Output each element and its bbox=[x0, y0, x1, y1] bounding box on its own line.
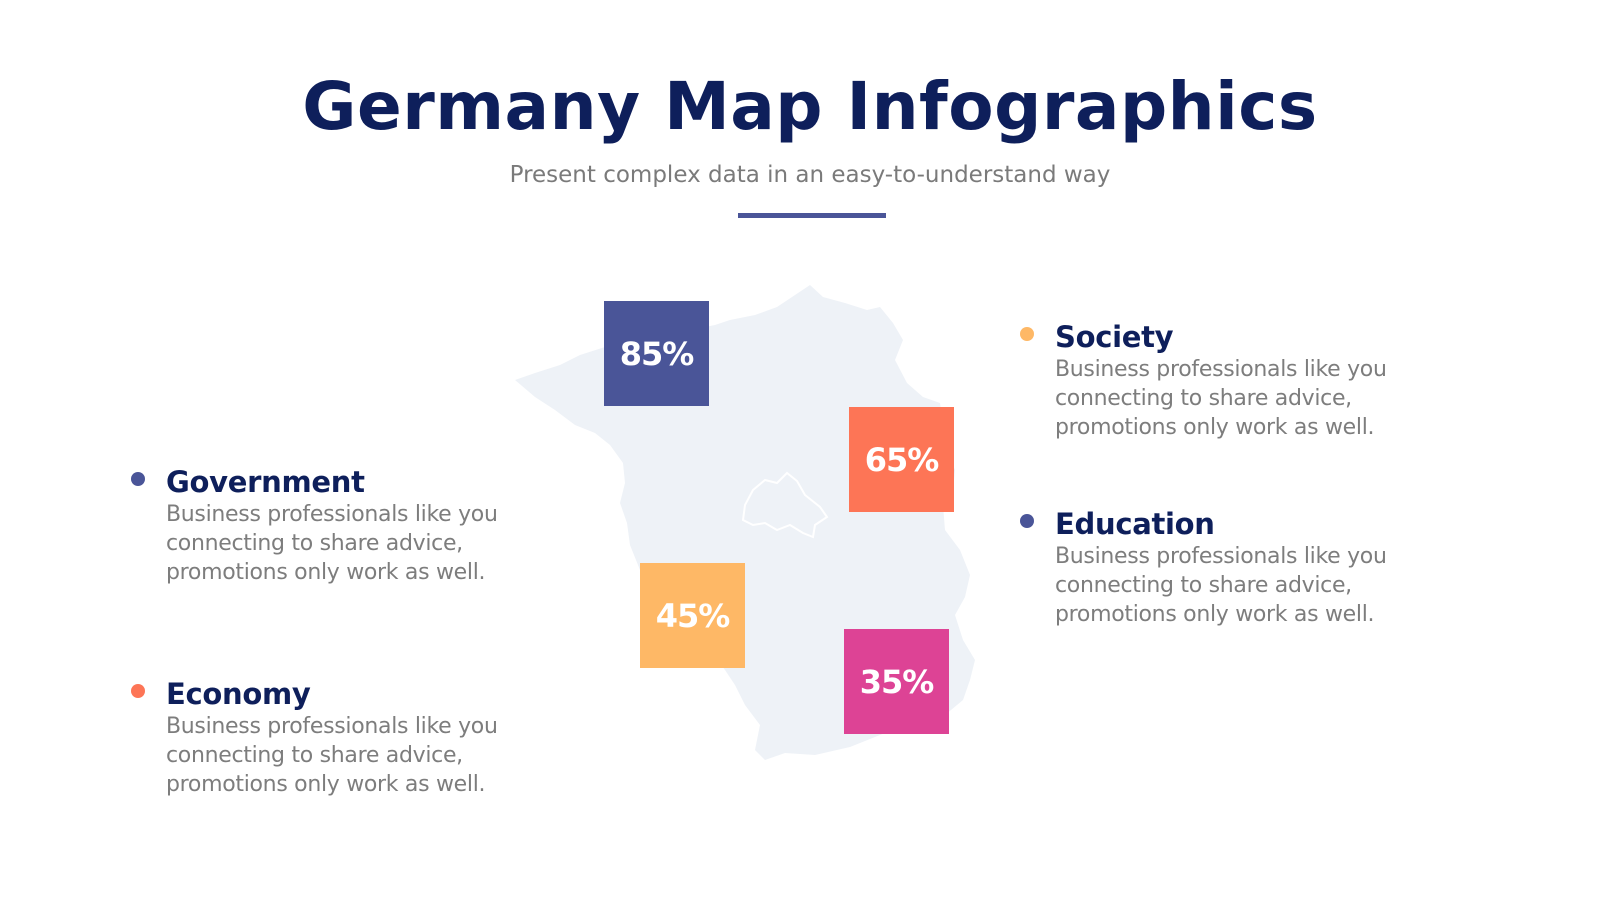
item-description: Business professionals like you connecti… bbox=[1055, 542, 1415, 629]
description-line: Business professionals like you bbox=[1055, 544, 1387, 569]
item-economy: Economy Business professionals like you … bbox=[131, 676, 526, 799]
item-description: Business professionals like you connecti… bbox=[166, 712, 526, 799]
description-line: promotions only work as well. bbox=[1055, 415, 1375, 440]
item-education: Education Business professionals like yo… bbox=[1020, 506, 1415, 629]
bullet-dot-icon bbox=[1020, 327, 1034, 341]
bullet-dot-icon bbox=[131, 684, 145, 698]
stat-value: 85% bbox=[619, 334, 695, 373]
item-description: Business professionals like you connecti… bbox=[166, 500, 526, 587]
bullet-dot-icon bbox=[131, 472, 145, 486]
description-line: Business professionals like you bbox=[1055, 357, 1387, 382]
description-line: connecting to share advice, bbox=[1055, 573, 1352, 598]
stat-value: 45% bbox=[655, 596, 731, 635]
item-heading: Government bbox=[166, 465, 365, 499]
stat-box-45: 45% bbox=[640, 563, 745, 668]
bullet-dot-icon bbox=[1020, 514, 1034, 528]
description-line: promotions only work as well. bbox=[166, 560, 486, 585]
item-government: Government Business professionals like y… bbox=[131, 464, 526, 587]
stat-box-35: 35% bbox=[844, 629, 949, 734]
item-heading: Society bbox=[1055, 320, 1174, 354]
page-subtitle: Present complex data in an easy-to-under… bbox=[509, 162, 1111, 188]
description-line: Business professionals like you bbox=[166, 502, 498, 527]
description-line: connecting to share advice, bbox=[166, 743, 463, 768]
description-line: promotions only work as well. bbox=[1055, 602, 1375, 627]
stat-box-85: 85% bbox=[604, 301, 709, 406]
item-society: Society Business professionals like you … bbox=[1020, 319, 1415, 442]
stat-box-65: 65% bbox=[849, 407, 954, 512]
stat-value: 65% bbox=[864, 440, 940, 479]
description-line: connecting to share advice, bbox=[1055, 386, 1352, 411]
stat-value: 35% bbox=[859, 662, 935, 701]
page-title: Germany Map Infographics bbox=[302, 68, 1318, 145]
item-description: Business professionals like you connecti… bbox=[1055, 355, 1415, 442]
description-line: promotions only work as well. bbox=[166, 772, 486, 797]
item-heading: Economy bbox=[166, 677, 311, 711]
title-divider bbox=[738, 213, 886, 218]
description-line: connecting to share advice, bbox=[166, 531, 463, 556]
description-line: Business professionals like you bbox=[166, 714, 498, 739]
item-heading: Education bbox=[1055, 507, 1215, 541]
